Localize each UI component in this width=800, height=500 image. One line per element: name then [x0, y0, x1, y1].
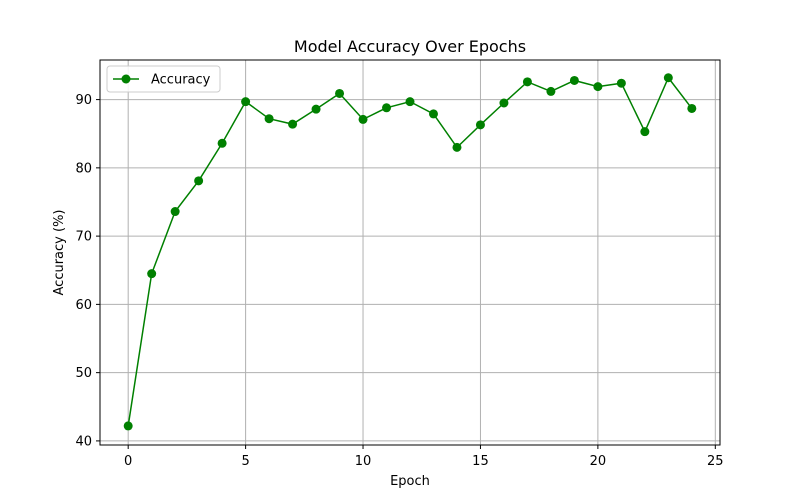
data-point [593, 82, 603, 92]
data-point [687, 103, 697, 113]
data-point [640, 127, 650, 137]
data-point [123, 421, 133, 431]
data-point [194, 176, 204, 186]
y-axis-label: Accuracy (%) [52, 210, 67, 296]
data-point [311, 104, 321, 114]
grid [100, 60, 720, 445]
x-axis-label: Epoch [390, 474, 430, 489]
legend: Accuracy [106, 65, 221, 93]
x-tick-label: 0 [124, 454, 132, 469]
x-tick-label: 25 [707, 454, 724, 469]
data-point [405, 97, 415, 107]
data-point [499, 98, 509, 108]
data-point [382, 103, 392, 113]
y-tick-label: 40 [75, 434, 92, 449]
chart-title: Model Accuracy Over Epochs [294, 37, 526, 56]
data-point [170, 207, 180, 217]
data-point [663, 73, 673, 83]
y-tick-label: 50 [75, 366, 92, 381]
data-point [288, 119, 298, 129]
x-tick-label: 20 [590, 454, 607, 469]
data-point [569, 75, 579, 85]
x-axis-ticks: 0 5 10 15 20 25 [124, 445, 724, 469]
legend-marker-swatch [121, 74, 131, 84]
series-layer [123, 73, 697, 431]
data-point [264, 114, 274, 124]
y-tick-label: 90 [75, 93, 92, 108]
x-tick-label: 10 [355, 454, 372, 469]
series-line-accuracy [127, 76, 693, 427]
legend-box [106, 65, 221, 93]
legend-entry-accuracy: Accuracy [151, 73, 211, 88]
data-point [335, 88, 345, 98]
y-tick-label: 60 [75, 298, 92, 313]
y-axis-ticks: 40 50 60 70 80 90 [75, 93, 100, 449]
data-point [475, 120, 485, 130]
data-point [147, 269, 157, 279]
y-tick-label: 70 [75, 230, 92, 245]
data-point [546, 86, 556, 96]
data-point [241, 97, 251, 107]
plot-frame [99, 59, 721, 446]
data-point [428, 109, 438, 119]
data-point [358, 114, 368, 124]
data-point [452, 142, 462, 152]
data-point [522, 77, 532, 87]
data-point [217, 138, 227, 148]
x-tick-label: 5 [241, 454, 249, 469]
data-point [616, 78, 626, 88]
y-tick-label: 80 [75, 161, 92, 176]
x-tick-label: 15 [472, 454, 489, 469]
